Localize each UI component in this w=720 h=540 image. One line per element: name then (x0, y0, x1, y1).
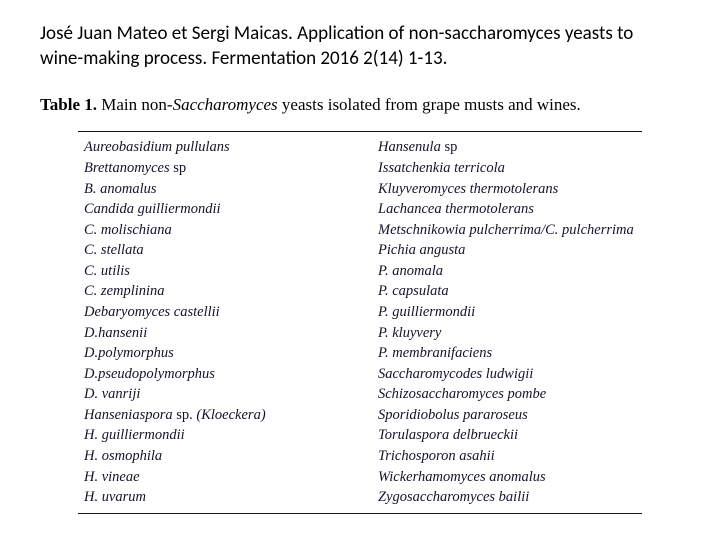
table-column-right: Hansenula sp Issatchenkia terricola Kluyve… (360, 135, 642, 509)
species-row: Schizosaccharomyces pombe (378, 384, 642, 405)
caption-prefix: Main non- (97, 95, 173, 114)
species-row: Aureobasidium pullulans (84, 137, 360, 158)
species-name: C. stellata (84, 242, 144, 258)
species-tail: (Kloeckera) (193, 407, 266, 423)
species-name: P. anomala (378, 263, 443, 279)
species-name: C. utilis (84, 263, 130, 279)
species-name: P. capsulata (378, 283, 449, 299)
caption-suffix: yeasts isolated from grape musts and win… (278, 95, 581, 114)
species-row: C. molischiana (84, 220, 360, 241)
species-suffix: sp (173, 160, 186, 176)
species-row: D.pseudopolymorphus (84, 364, 360, 385)
species-name: B. anomalus (84, 181, 157, 197)
species-name: Candida guilliermondii (84, 201, 221, 217)
species-row: H. osmophila (84, 446, 360, 467)
species-table: Aureobasidium pullulansBrettanomyces spB… (78, 131, 642, 513)
species-name: Trichosporon asahii (378, 448, 495, 464)
species-row: Issatchenkia terricola (378, 158, 642, 179)
species-name: Hansenula (378, 139, 444, 155)
species-row: C. utilis (84, 261, 360, 282)
species-row: D.hansenii (84, 323, 360, 344)
species-name: Debaryomyces castellii (84, 304, 220, 320)
species-row: C. stellata (84, 240, 360, 261)
species-name: P. kluyvery (378, 325, 441, 341)
species-row: Trichosporon asahii (378, 446, 642, 467)
species-row: Hanseniaspora sp. (Kloeckera) (84, 405, 360, 426)
species-name: H. uvarum (84, 489, 146, 505)
species-name: H. vineae (84, 469, 140, 485)
species-name: Sporidiobolus pararoseus (378, 407, 528, 423)
species-name: Aureobasidium pullulans (84, 139, 230, 155)
species-name: Pichia angusta (378, 242, 465, 258)
species-name: Kluyveromyces thermotolerans (378, 181, 558, 197)
citation-text: José Juan Mateo et Sergi Maicas. Applica… (0, 0, 720, 85)
species-row: Hansenula sp (378, 137, 642, 158)
species-name: Metschnikowia pulcherrima/C. pulcherrima (378, 222, 634, 238)
species-row: P. membranifaciens (378, 343, 642, 364)
species-row: P. anomala (378, 261, 642, 282)
species-name: D.hansenii (84, 325, 147, 341)
species-name: C. zemplinina (84, 283, 165, 299)
species-row: Metschnikowia pulcherrima/C. pulcherrima (378, 220, 642, 241)
species-name: D.polymorphus (84, 345, 174, 361)
table-label: Table 1. (40, 95, 97, 114)
table-column-left: Aureobasidium pullulansBrettanomyces spB… (78, 135, 360, 509)
species-row: Debaryomyces castellii (84, 302, 360, 323)
species-row: D. vanriji (84, 384, 360, 405)
species-name: H. guilliermondii (84, 427, 185, 443)
species-name: P. guilliermondii (378, 304, 475, 320)
species-name: Schizosaccharomyces pombe (378, 386, 546, 402)
species-name: Lachancea thermotolerans (378, 201, 534, 217)
species-row: Pichia angusta (378, 240, 642, 261)
species-name: D.pseudopolymorphus (84, 366, 215, 382)
species-row: C. zemplinina (84, 281, 360, 302)
species-row: Sporidiobolus pararoseus (378, 405, 642, 426)
caption-italic: Saccharomyces (173, 95, 278, 114)
table-body: Aureobasidium pullulansBrettanomyces spB… (78, 132, 642, 512)
species-name: Hanseniaspora (84, 407, 176, 423)
species-row: P. kluyvery (378, 323, 642, 344)
species-name: Zygosaccharomyces bailii (378, 489, 529, 505)
species-suffix: sp (444, 139, 457, 155)
species-row: H. uvarum (84, 487, 360, 508)
species-row: P. guilliermondii (378, 302, 642, 323)
species-row: Zygosaccharomyces bailii (378, 487, 642, 508)
species-row: Saccharomycodes ludwigii (378, 364, 642, 385)
species-suffix: sp. (176, 407, 193, 423)
species-name: Torulaspora delbrueckii (378, 427, 518, 443)
species-name: C. molischiana (84, 222, 172, 238)
species-row: B. anomalus (84, 179, 360, 200)
species-name: Issatchenkia terricola (378, 160, 505, 176)
table-caption: Table 1. Main non-Saccharomyces yeasts i… (0, 85, 720, 125)
species-row: Candida guilliermondii (84, 199, 360, 220)
species-row: H. vineae (84, 467, 360, 488)
species-name: P. membranifaciens (378, 345, 492, 361)
species-name: Saccharomycodes ludwigii (378, 366, 533, 382)
species-row: Wickerhamomyces anomalus (378, 467, 642, 488)
species-row: Kluyveromyces thermotolerans (378, 179, 642, 200)
species-name: Brettanomyces (84, 160, 173, 176)
species-row: H. guilliermondii (84, 425, 360, 446)
species-name: D. vanriji (84, 386, 140, 402)
species-name: Wickerhamomyces anomalus (378, 469, 546, 485)
species-row: Brettanomyces sp (84, 158, 360, 179)
species-row: Lachancea thermotolerans (378, 199, 642, 220)
species-row: D.polymorphus (84, 343, 360, 364)
species-row: P. capsulata (378, 281, 642, 302)
species-row: Torulaspora delbrueckii (378, 425, 642, 446)
species-name: H. osmophila (84, 448, 162, 464)
